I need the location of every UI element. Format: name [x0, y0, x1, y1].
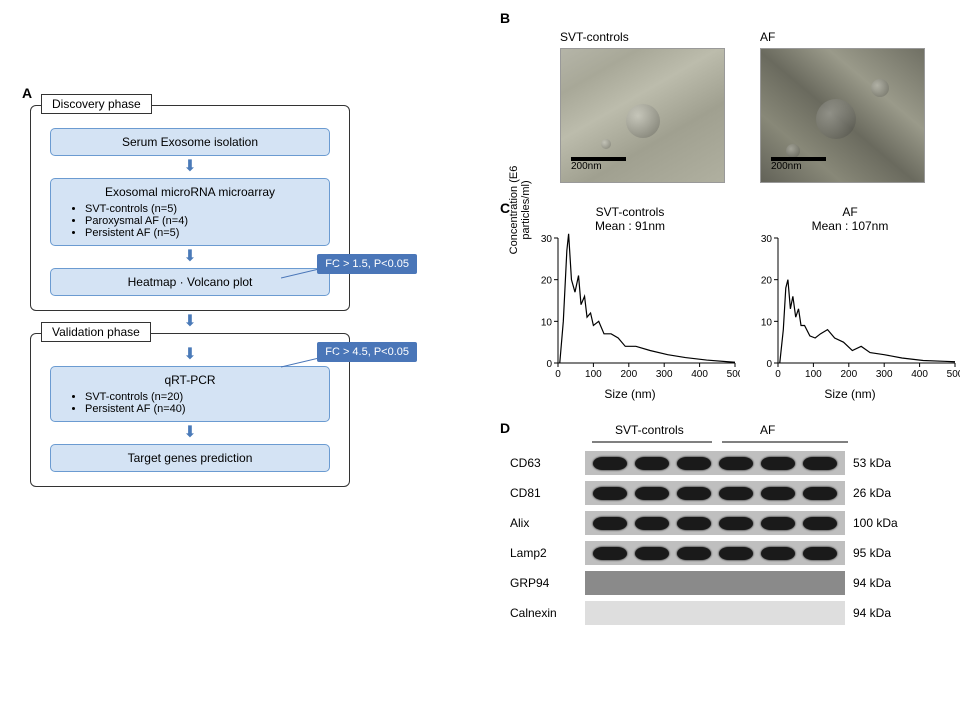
svg-text:300: 300 [656, 369, 673, 380]
chart-svt-xlabel: Size (nm) [530, 387, 730, 401]
svg-text:0: 0 [766, 359, 772, 370]
blot-header-af: AF [760, 423, 775, 437]
step-qrtpcr: qRT-PCR SVT-controls (n=20) Persistent A… [50, 366, 330, 422]
blot-protein-name: GRP94 [510, 576, 585, 590]
flowchart: Discovery phase Serum Exosome isolation … [30, 105, 350, 487]
blot-row: Lamp2 95 kDa [510, 541, 913, 565]
panel-a-label: A [22, 85, 32, 101]
svg-text:400: 400 [911, 369, 928, 380]
c-ylabel: Concentration (E6 particles/ml) [508, 140, 532, 280]
svg-text:500: 500 [727, 369, 740, 380]
svg-text:20: 20 [761, 276, 773, 287]
blot-row: CD63 53 kDa [510, 451, 913, 475]
microarray-item: Persistent AF (n=5) [85, 227, 315, 239]
blot-row: GRP94 94 kDa [510, 571, 913, 595]
scale-text: 200nm [771, 161, 826, 172]
chart-af-xlabel: Size (nm) [750, 387, 950, 401]
svg-text:30: 30 [541, 234, 553, 245]
blot-row: Alix 100 kDa [510, 511, 913, 535]
chart-af-title: AF [750, 205, 950, 219]
scale-bar: 200nm [771, 157, 826, 172]
chart-af-mean: Mean : 107nm [750, 219, 950, 233]
panel-d-label: D [500, 420, 510, 436]
microarray-item: SVT-controls (n=5) [85, 203, 315, 215]
validation-phase-label: Validation phase [41, 322, 151, 342]
blot-size: 94 kDa [853, 606, 913, 620]
scale-text: 200nm [571, 161, 626, 172]
blot-protein-name: CD63 [510, 456, 585, 470]
blot-lane [585, 481, 845, 505]
chart-svt-title: SVT-controls [530, 205, 730, 219]
blot-size: 100 kDa [853, 516, 913, 530]
step-target-prediction: Target genes prediction [50, 444, 330, 472]
svg-text:0: 0 [775, 369, 781, 380]
qrtpcr-item: SVT-controls (n=20) [85, 391, 315, 403]
svg-text:0: 0 [546, 359, 552, 370]
microarray-title: Exosomal microRNA microarray [65, 185, 315, 199]
svg-text:300: 300 [876, 369, 893, 380]
svg-text:200: 200 [620, 369, 637, 380]
blot-protein-name: Alix [510, 516, 585, 530]
chart-af: AF Mean : 107nm 01020300100200300400500 … [750, 205, 960, 401]
discovery-phase-box: Discovery phase Serum Exosome isolation … [30, 105, 350, 311]
blot-lane [585, 511, 845, 535]
svg-text:200: 200 [840, 369, 857, 380]
panel-b-label: B [500, 10, 510, 26]
step-microarray: Exosomal microRNA microarray SVT-control… [50, 178, 330, 246]
blot-size: 95 kDa [853, 546, 913, 560]
blot-lane [585, 601, 845, 625]
svg-text:20: 20 [541, 276, 553, 287]
blot-group-lines [590, 439, 850, 449]
blot-row: Calnexin 94 kDa [510, 601, 913, 625]
svg-text:0: 0 [555, 369, 561, 380]
chart-svt-mean: Mean : 91nm [530, 219, 730, 233]
microarray-item: Paroxysmal AF (n=4) [85, 215, 315, 227]
blot-header-svt: SVT-controls [615, 423, 684, 437]
blot-size: 53 kDa [853, 456, 913, 470]
svg-text:500: 500 [947, 369, 960, 380]
svg-text:30: 30 [761, 234, 773, 245]
tem-af-label: AF [760, 30, 925, 44]
blot-lane [585, 451, 845, 475]
discovery-phase-label: Discovery phase [41, 94, 152, 114]
arrow-icon: ⬇ [39, 162, 341, 172]
svg-text:10: 10 [541, 317, 553, 328]
tem-svt: SVT-controls 200nm [560, 30, 725, 183]
criteria-connector [281, 352, 351, 372]
qrtpcr-item: Persistent AF (n=40) [85, 403, 315, 415]
svg-text:100: 100 [585, 369, 602, 380]
blot-lane [585, 541, 845, 565]
validation-phase-box: Validation phase ⬇ qRT-PCR SVT-controls … [30, 333, 350, 487]
blot-row: CD81 26 kDa [510, 481, 913, 505]
qrtpcr-title: qRT-PCR [65, 373, 315, 387]
tem-af-image: 200nm [760, 48, 925, 183]
step-isolation: Serum Exosome isolation [50, 128, 330, 156]
svg-text:10: 10 [761, 317, 773, 328]
blot-protein-name: CD81 [510, 486, 585, 500]
blot-size: 26 kDa [853, 486, 913, 500]
chart-svt-svg: 01020300100200300400500 [530, 233, 740, 388]
svg-text:100: 100 [805, 369, 822, 380]
blot-protein-name: Calnexin [510, 606, 585, 620]
western-blot: SVT-controls AF CD63 53 kDa CD81 26 kDa Alix… [510, 425, 913, 631]
criteria-connector [281, 263, 351, 283]
blot-protein-name: Lamp2 [510, 546, 585, 560]
svg-text:400: 400 [691, 369, 708, 380]
arrow-icon: ⬇ [39, 428, 341, 438]
blot-size: 94 kDa [853, 576, 913, 590]
blot-lane [585, 571, 845, 595]
arrow-icon: ⬇ [39, 252, 341, 262]
chart-af-svg: 01020300100200300400500 [750, 233, 960, 388]
chart-svt: SVT-controls Mean : 91nm 010203001002003… [530, 205, 740, 401]
scale-bar: 200nm [571, 157, 626, 172]
tem-svt-label: SVT-controls [560, 30, 725, 44]
tem-svt-image: 200nm [560, 48, 725, 183]
tem-af: AF 200nm [760, 30, 925, 183]
